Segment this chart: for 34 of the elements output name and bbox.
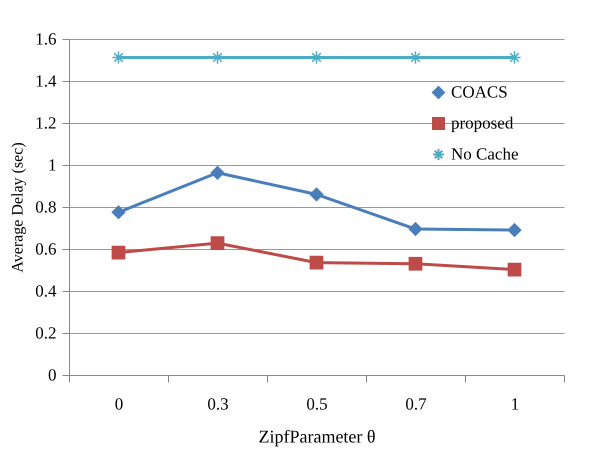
point: [210, 236, 224, 250]
y-tick-label: 1: [48, 156, 56, 174]
point: [508, 223, 522, 237]
point: [408, 256, 422, 271]
point: [310, 50, 324, 64]
point: [112, 246, 126, 260]
x-tick-label: 1: [510, 394, 520, 414]
point: [112, 50, 126, 64]
legend-label: COACS: [451, 82, 508, 102]
point: [508, 262, 522, 276]
point: [210, 166, 224, 180]
point: [310, 256, 324, 270]
legend-label: proposed: [451, 114, 514, 132]
y-tick-label: 1.2: [35, 114, 56, 132]
y-axis-title: Average Delay (sec): [9, 142, 26, 273]
y-tick-label: 0: [48, 366, 56, 384]
legend-label: No Cache: [451, 144, 519, 164]
point: [408, 50, 422, 64]
x-tick-label: 0.7: [405, 394, 428, 414]
y-tick-label: 0.4: [35, 282, 57, 300]
point: [112, 205, 126, 220]
point: [310, 188, 324, 202]
point: [210, 50, 224, 64]
x-tick-label: 0: [114, 394, 124, 414]
x-axis-title: ZipfParameter θ: [258, 426, 376, 446]
y-tick-label: 1.4: [35, 72, 57, 90]
x-tick-label: 0.3: [207, 394, 229, 414]
point: [508, 50, 522, 64]
y-tick-label: 0.8: [35, 198, 56, 216]
y-tick-label: 0.2: [35, 324, 56, 342]
y-tick-label: 1.6: [35, 30, 56, 48]
x-tick-label: 0.5: [306, 394, 328, 414]
y-tick-label: 0.6: [35, 240, 56, 258]
point: [408, 222, 422, 236]
